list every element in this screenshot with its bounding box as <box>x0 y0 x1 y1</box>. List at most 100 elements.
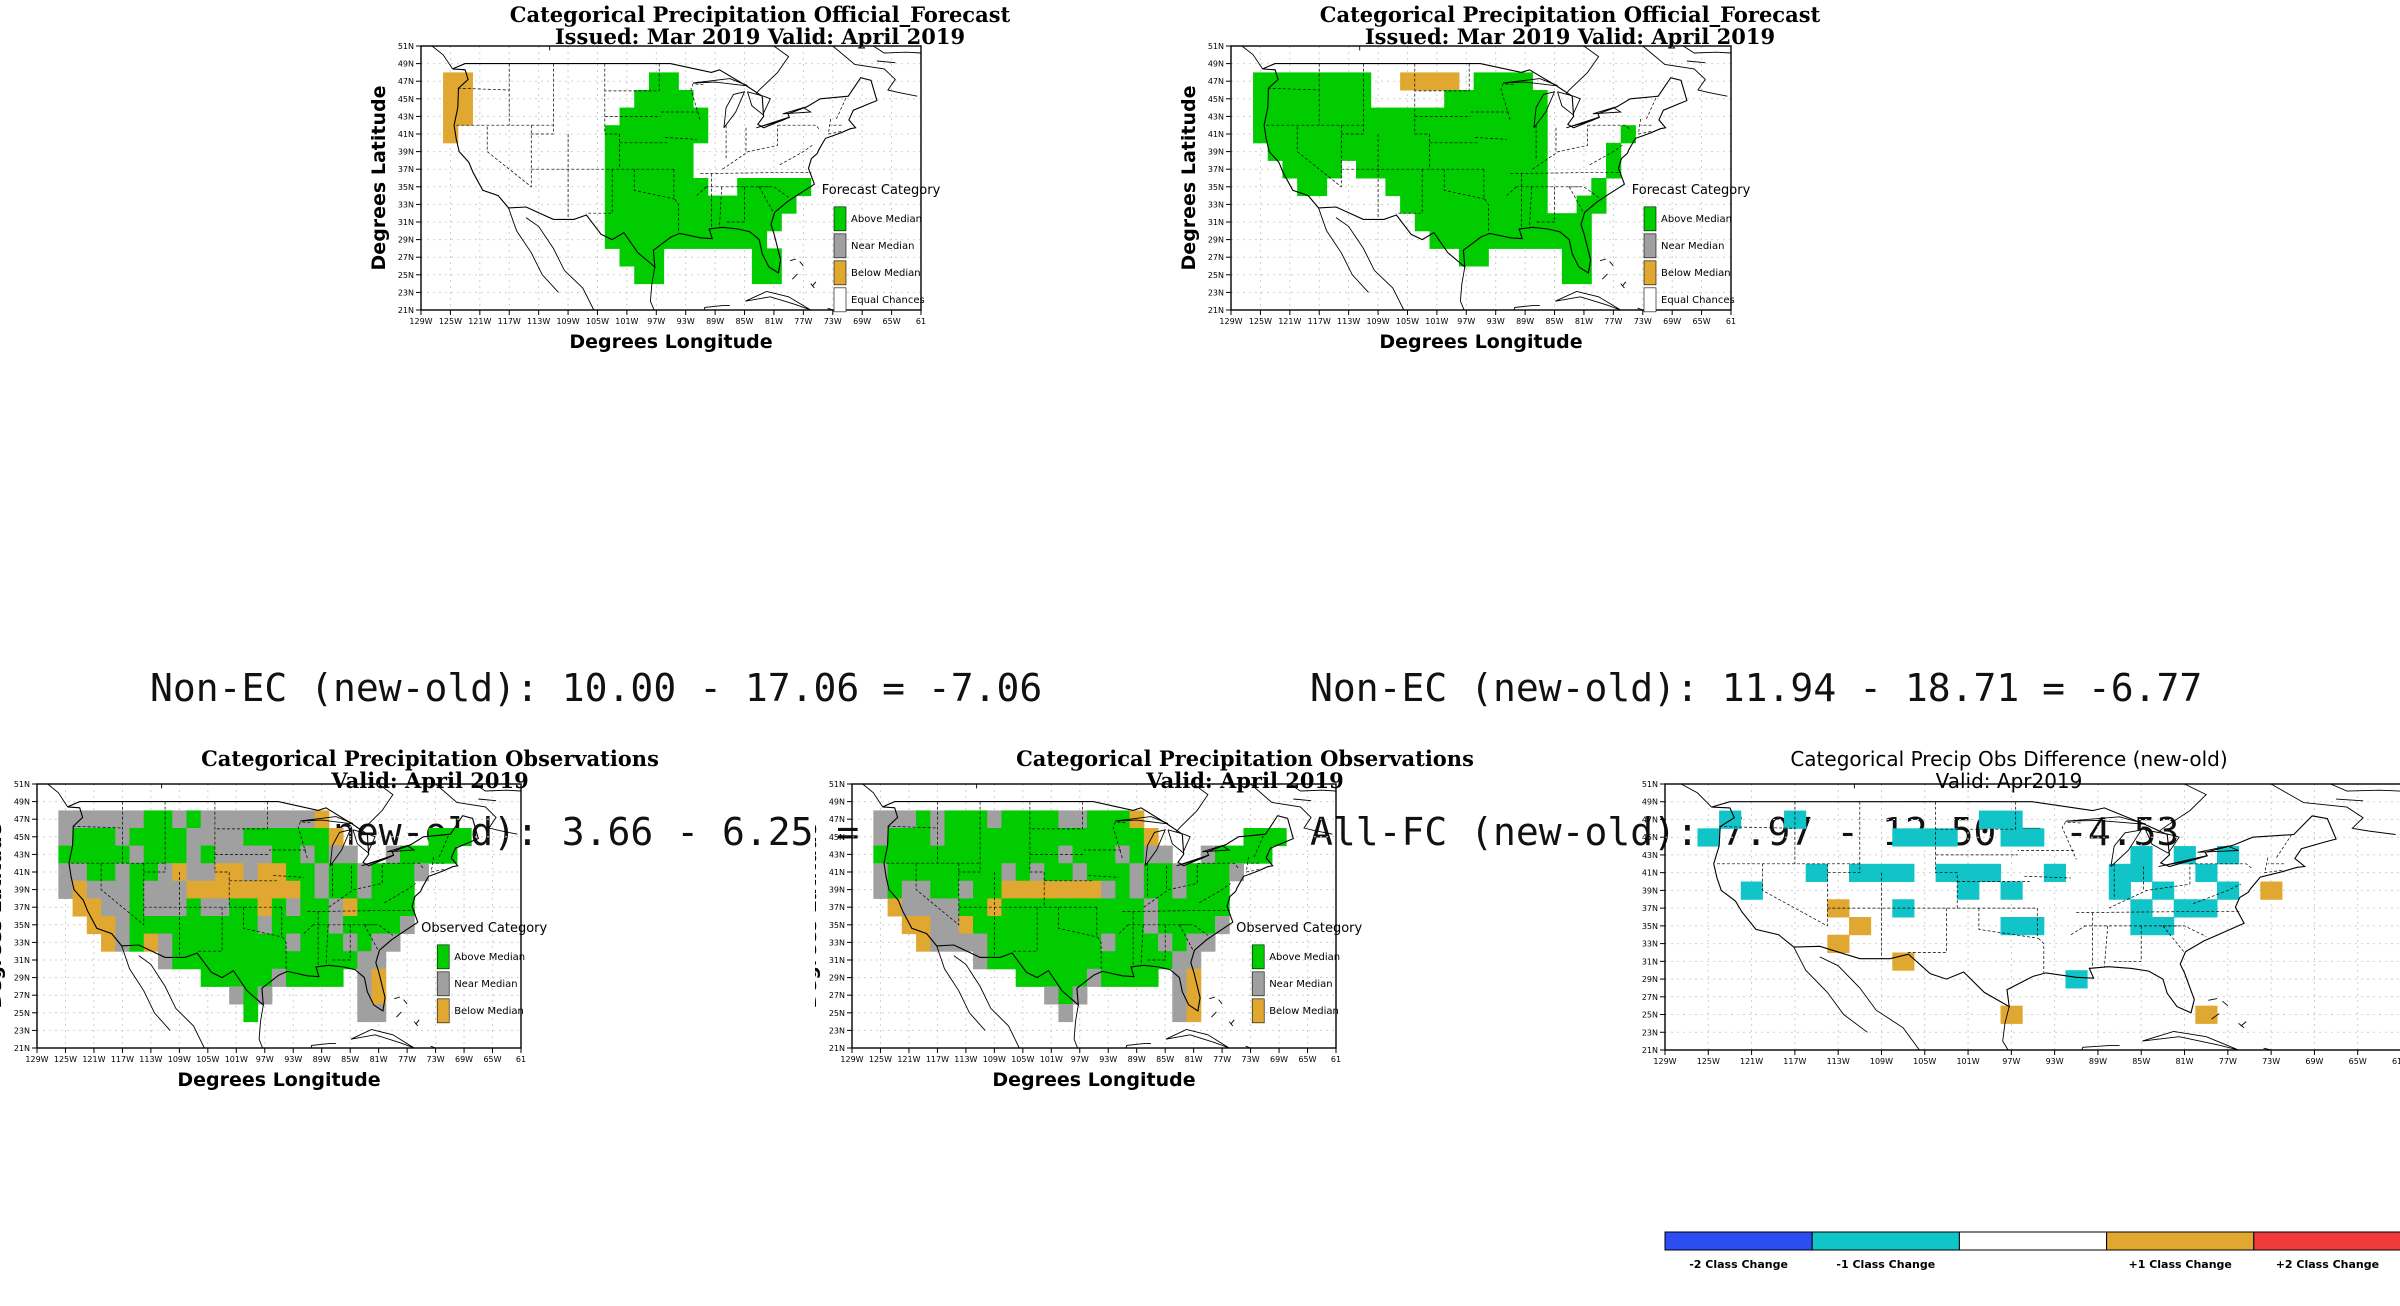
lon-tick-label: 61 <box>1726 317 1736 326</box>
legend-label: Near Median <box>1661 241 1724 252</box>
category-cell <box>271 863 287 882</box>
lat-tick-label: 27N <box>398 253 414 262</box>
category-cell <box>901 916 917 935</box>
category-cell <box>2000 881 2023 900</box>
category-cell <box>901 828 917 847</box>
category-cell <box>1115 933 1131 952</box>
state-border <box>719 186 723 228</box>
category-cell <box>129 880 145 899</box>
category-cell <box>229 933 244 952</box>
category-cell <box>1444 213 1460 232</box>
lon-tick-label: 77W <box>794 317 812 326</box>
category-cell <box>1015 810 1031 829</box>
category-cell <box>1488 72 1504 91</box>
category-cell <box>1101 951 1116 970</box>
category-cell <box>1172 933 1188 952</box>
coastline <box>876 60 896 64</box>
state-border <box>1118 924 1129 934</box>
coastline <box>478 798 497 802</box>
lat-tick-label: 31N <box>1208 218 1224 227</box>
state-border <box>2193 883 2241 905</box>
category-cell <box>1488 160 1504 179</box>
category-cell <box>751 266 768 285</box>
category-cell <box>901 880 917 899</box>
state-border <box>1827 801 1861 874</box>
lon-tick-label: 105W <box>1011 1055 1034 1064</box>
category-cell <box>2022 828 2045 847</box>
category-cell <box>243 810 259 829</box>
category-cell <box>1805 863 1828 883</box>
category-cell <box>1253 90 1269 109</box>
category-cell <box>1444 230 1460 249</box>
category-cell <box>1186 863 1202 882</box>
category-cell <box>129 863 145 882</box>
category-cell <box>1115 863 1131 882</box>
category-cell <box>2195 1005 2218 1024</box>
lat-tick-label: 35N <box>829 921 845 930</box>
category-cell <box>693 213 709 232</box>
category-cell <box>1243 828 1259 847</box>
category-cell <box>958 810 974 829</box>
category-cell <box>1297 125 1313 144</box>
geography-lines <box>1680 783 2400 1051</box>
category-cell <box>286 933 301 952</box>
category-cell <box>300 810 316 829</box>
category-cell <box>1503 178 1519 197</box>
category-cell <box>200 810 216 829</box>
category-cell <box>1576 213 1592 232</box>
lon-tick-label: 61W <box>2392 1057 2400 1066</box>
lon-tick-label: 101W <box>1956 1057 1979 1066</box>
category-cell <box>1086 916 1102 935</box>
category-cell <box>1200 863 1216 882</box>
category-cell <box>766 213 782 232</box>
colorbar-label: +1 Class Change <box>2129 1258 2232 1271</box>
category-cell <box>101 898 116 917</box>
category-cell <box>648 142 665 161</box>
category-cell <box>634 266 650 285</box>
lon-tick-label: 69W <box>455 1055 473 1064</box>
lon-tick-label: 77W <box>2219 1057 2237 1066</box>
category-cell <box>2130 863 2153 883</box>
category-cell <box>707 213 723 232</box>
category-cell <box>1297 160 1313 179</box>
category-cell <box>229 986 244 1005</box>
category-cell <box>1935 828 1958 847</box>
panel-subtitle: Issued: Mar 2019 Valid: April 2019 <box>554 24 966 49</box>
legend-swatch <box>436 944 450 970</box>
category-cell <box>944 916 960 935</box>
category-cell <box>414 863 429 882</box>
difference-map: 129W 125W 121W 117W 113W 109W 105W 101W 97W 93W 89… <box>1642 780 2400 1271</box>
category-cell <box>1215 898 1230 917</box>
category-cell <box>186 933 202 952</box>
category-cell <box>1488 195 1504 214</box>
category-cell <box>300 880 316 899</box>
category-cell <box>101 916 116 935</box>
category-cell <box>229 863 244 882</box>
category-cell <box>172 845 187 864</box>
coastline <box>1175 783 1209 833</box>
lon-tick-label: 105W <box>1913 1057 1936 1066</box>
category-cell <box>257 933 273 952</box>
category-cell <box>1044 968 1059 987</box>
category-cell <box>101 880 116 899</box>
state-border <box>2038 938 2045 973</box>
state-border <box>700 172 812 174</box>
state-border <box>1267 87 1320 91</box>
lon-tick-label: 93W <box>677 317 695 326</box>
state-border <box>1253 834 1265 858</box>
category-cell <box>229 810 244 829</box>
axis-ticks: 129W 125W 121W 117W 113W 109W 105W 101W 97W 93W 89… <box>398 42 926 326</box>
category-cell <box>663 195 679 214</box>
lat-tick-label: 27N <box>1642 993 1658 1002</box>
great-lake <box>723 91 746 129</box>
category-cell <box>1849 917 1872 936</box>
category-cell <box>1429 213 1445 232</box>
coastline <box>47 783 68 808</box>
category-cell <box>1143 933 1159 952</box>
category-cell <box>343 880 358 899</box>
category-cell <box>944 898 960 917</box>
category-cell <box>930 933 946 952</box>
category-cell <box>243 1004 259 1023</box>
category-cell <box>766 248 782 267</box>
state-border <box>2264 857 2285 874</box>
